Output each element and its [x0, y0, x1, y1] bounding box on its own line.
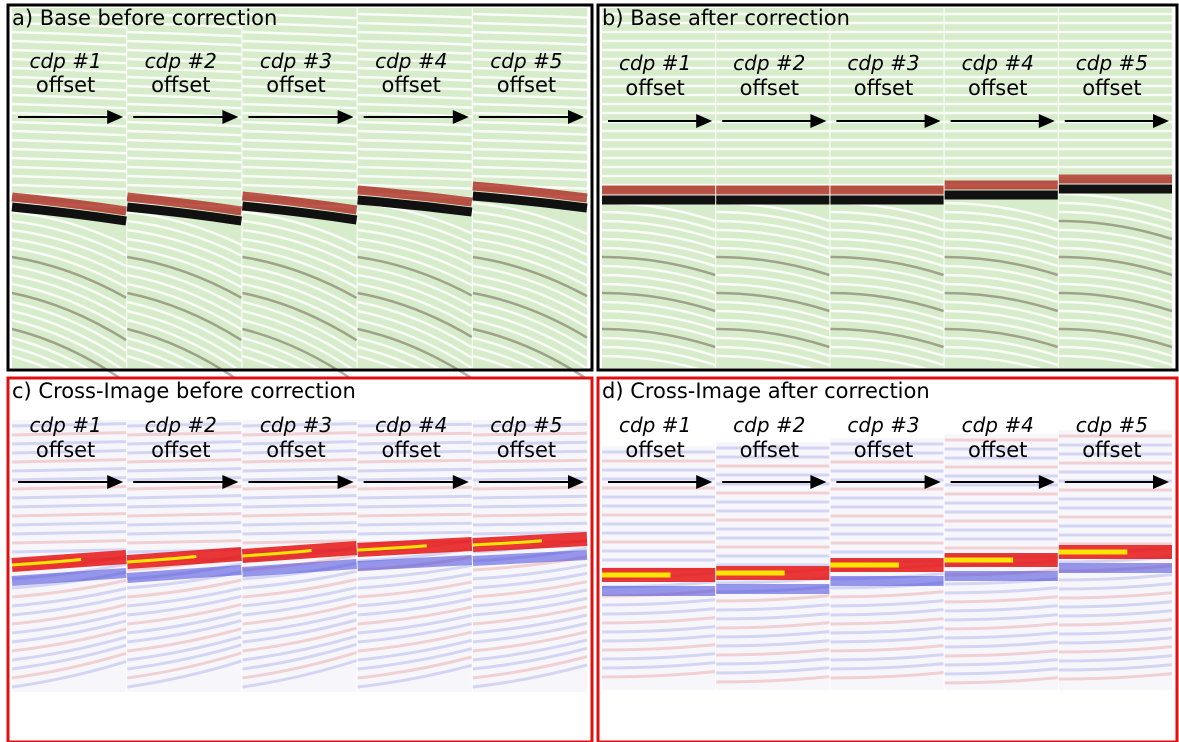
- axis-label: offset: [266, 438, 325, 462]
- gather-label: cdp #5: [490, 413, 562, 437]
- reflector: [358, 496, 472, 498]
- axis-label: offset: [625, 76, 684, 100]
- panel-title: a) Base before correction: [12, 6, 277, 30]
- axis-label: offset: [854, 438, 913, 462]
- seismic-gather: [945, 434, 1058, 690]
- panel: cdp #1offsetcdp #2offsetcdp #3offsetcdp …: [8, 378, 592, 742]
- reflector: [473, 469, 587, 471]
- axis-label: offset: [151, 73, 210, 97]
- gather-label: cdp #2: [733, 413, 805, 437]
- axis-label: offset: [1082, 438, 1141, 462]
- reflector: [473, 496, 587, 498]
- gather-label: cdp #1: [619, 413, 691, 437]
- axis-label: offset: [740, 76, 799, 100]
- gather-label: cdp #1: [29, 413, 101, 437]
- panel: cdp #1offsetcdp #2offsetcdp #3offsetcdp …: [598, 378, 1177, 742]
- reflector: [358, 505, 472, 507]
- gather-label: cdp #2: [145, 49, 217, 73]
- gather-label: cdp #1: [619, 51, 691, 75]
- figure: cdp #1offsetcdp #2offsetcdp #3offsetcdp …: [0, 0, 1179, 742]
- reflector: [358, 532, 472, 534]
- gather-label: cdp #2: [145, 413, 217, 437]
- axis-label: offset: [740, 438, 799, 462]
- axis-label: offset: [1082, 76, 1141, 100]
- axis-label: offset: [854, 76, 913, 100]
- axis-label: offset: [36, 73, 95, 97]
- gather-label: cdp #4: [962, 413, 1034, 437]
- gather-label: cdp #5: [1076, 413, 1148, 437]
- gather-label: cdp #5: [1076, 51, 1148, 75]
- reflector: [358, 514, 472, 516]
- gather-label: cdp #3: [847, 51, 919, 75]
- gather-label: cdp #2: [733, 51, 805, 75]
- seismic-gather: [830, 438, 943, 690]
- gather-label: cdp #5: [490, 49, 562, 73]
- gather-label: cdp #3: [260, 413, 332, 437]
- gather-label: cdp #3: [847, 413, 919, 437]
- reflector: [358, 523, 472, 525]
- seismic-gather: [1059, 430, 1172, 690]
- gather-label: cdp #3: [260, 49, 332, 73]
- event-blue: [358, 560, 472, 566]
- reflector: [358, 469, 472, 471]
- axis-label: offset: [968, 438, 1027, 462]
- panel-title: b) Base after correction: [602, 6, 850, 30]
- axis-label: offset: [497, 73, 556, 97]
- reflector: [473, 514, 587, 516]
- reflector: [473, 523, 587, 525]
- axis-label: offset: [497, 438, 556, 462]
- axis-label: offset: [151, 438, 210, 462]
- gather-label: cdp #1: [29, 49, 101, 73]
- panel-title: c) Cross-Image before correction: [12, 379, 356, 403]
- panel: cdp #1offsetcdp #2offsetcdp #3offsetcdp …: [598, 5, 1177, 374]
- gather-label: cdp #4: [962, 51, 1034, 75]
- gather-label: cdp #4: [375, 49, 447, 73]
- event-blue: [473, 555, 587, 561]
- axis-label: offset: [625, 438, 684, 462]
- panel-title: d) Cross-Image after correction: [602, 379, 930, 403]
- axis-label: offset: [36, 438, 95, 462]
- axis-label: offset: [968, 76, 1027, 100]
- axis-label: offset: [381, 438, 440, 462]
- panel: cdp #1offsetcdp #2offsetcdp #3offsetcdp …: [8, 5, 592, 414]
- gather-label: cdp #4: [375, 413, 447, 437]
- reflector: [473, 505, 587, 507]
- axis-label: offset: [381, 73, 440, 97]
- axis-label: offset: [266, 73, 325, 97]
